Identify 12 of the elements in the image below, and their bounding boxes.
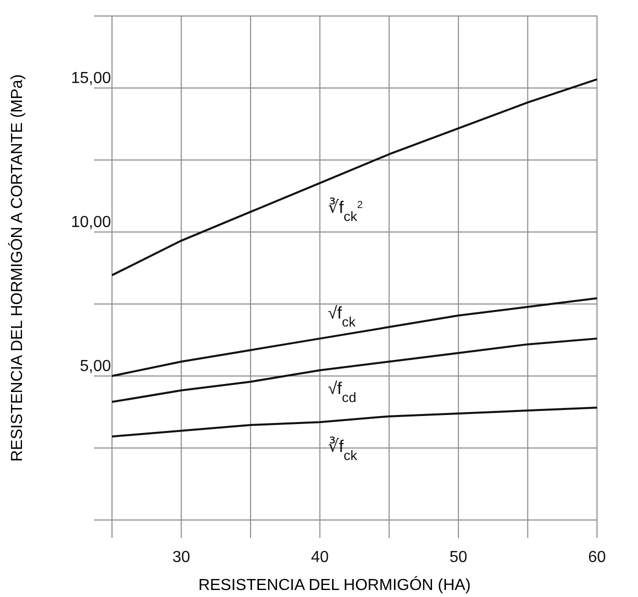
y-tick-label: 10,00 [70, 214, 112, 232]
x-tick-label: 30 [172, 548, 190, 566]
series-label: ∛f$_{ck}$ [328, 437, 358, 463]
x-tick-label: 60 [588, 548, 606, 566]
x-tick-label: 50 [450, 548, 468, 566]
y-tick-label: 15,00 [70, 70, 112, 88]
y-axis-title: RESISTENCIA DEL HORMIGÓN A CORTANTE (MPa) [8, 74, 26, 462]
x-tick-label: 40 [310, 548, 329, 566]
series-label: √f$_{cd}$ [328, 379, 356, 405]
y-tick-label: 5,00 [80, 358, 112, 376]
series-label: √f$_{ck}$ [328, 304, 356, 330]
x-axis-title: RESISTENCIA DEL HORMIGÓN (HA) [198, 576, 471, 594]
